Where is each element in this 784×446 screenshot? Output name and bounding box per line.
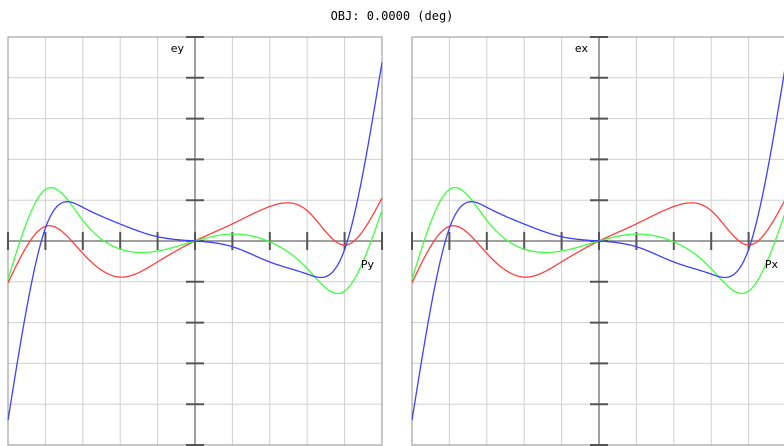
chart-title: OBJ: 0.0000 (deg) [330,9,454,23]
y-axis-label: ey [171,42,185,55]
plot-panel-1: ey Py [7,36,383,446]
x-axis-label: Py [361,258,375,271]
series-line-3 [7,62,383,421]
series-line-3 [411,70,784,421]
y-axis-label: ex [575,42,589,55]
plot-panel-2: ex Px [411,36,784,446]
x-axis-label: Px [765,258,779,271]
